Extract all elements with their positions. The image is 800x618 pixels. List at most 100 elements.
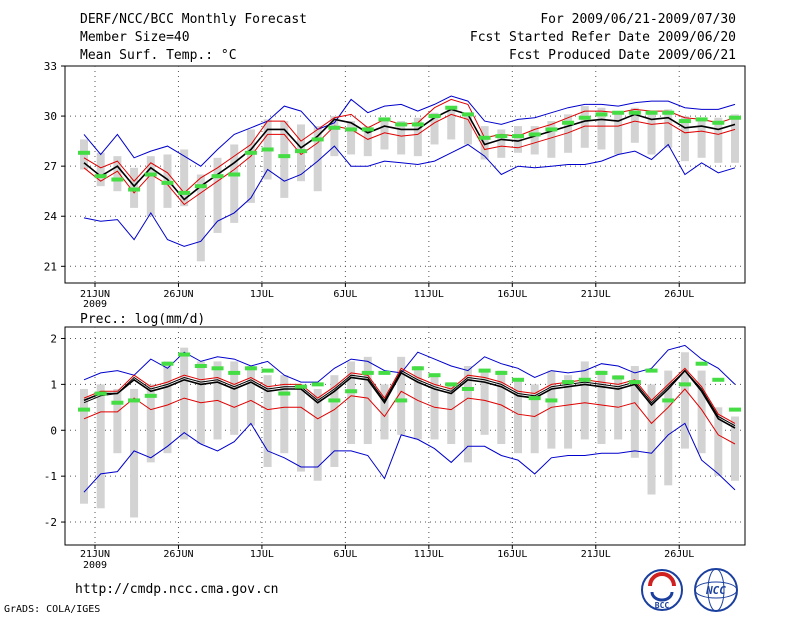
variable-label: Mean Surf. Temp.: °C	[80, 48, 237, 63]
prec-member-bar	[680, 352, 689, 449]
prec-member-bar	[96, 384, 105, 509]
temp-member-bar	[430, 112, 439, 145]
prec-y-tick-label: 1	[50, 378, 57, 391]
prec-observed-marker	[428, 373, 441, 378]
prec-observed-marker	[128, 398, 141, 403]
temp-observed-marker	[428, 114, 441, 119]
prec-member-bar	[564, 375, 573, 449]
prec-observed-marker	[662, 398, 675, 403]
prec-observed-marker	[695, 361, 708, 366]
temp-observed-marker	[378, 117, 391, 122]
temp-member-bar	[96, 152, 105, 187]
temp-observed-marker	[244, 150, 257, 155]
temp-series-lower	[83, 113, 736, 206]
temp-observed-marker	[612, 110, 625, 115]
prec-member-bar	[630, 366, 639, 458]
temp-observed-marker	[111, 177, 124, 182]
temp-x-tick-label: 11JUL	[414, 289, 444, 300]
temp-x-tick-label: 26JUN	[163, 289, 193, 300]
temp-observed-marker	[311, 137, 324, 142]
prec-observed-marker	[678, 382, 691, 387]
prec-observed-marker	[729, 407, 741, 412]
prec-observed-marker	[361, 370, 374, 375]
source-url[interactable]: http://cmdp.ncc.cma.gov.cn	[75, 582, 279, 597]
temp-observed-marker	[545, 127, 558, 132]
prec-member-bar	[80, 388, 88, 504]
prec-series-lower	[83, 388, 736, 445]
temp-member-bar	[714, 117, 723, 163]
prec-member-bar	[580, 361, 589, 440]
temp-observed-marker	[361, 127, 374, 132]
temp-observed-marker	[729, 115, 741, 120]
prec-panel: 21JUN 26JUN 1JUL 6JUL 11JUL 16JUL 21JUL 26JUL20…	[44, 326, 746, 571]
temp-member-bar	[363, 126, 372, 157]
prec-y-tick-label: 2	[50, 332, 57, 345]
prec-member-bar	[397, 356, 406, 435]
temp-panel: 21JUN 26JUN 1JUL 6JUL 11JUL 16JUL 21JUL 26JUL 20…	[44, 60, 746, 310]
prec-member-bar	[246, 366, 255, 426]
prec-observed-marker	[478, 368, 491, 373]
temp-member-bar	[213, 157, 222, 233]
bcc-logo: BCC	[641, 569, 683, 611]
temp-series-upper	[83, 98, 736, 194]
temp-observed-marker	[345, 127, 358, 132]
prec-member-bar	[380, 384, 389, 440]
temp-member-bar	[230, 144, 239, 223]
prec-member-bar	[480, 370, 489, 435]
temp-observed-marker	[78, 150, 90, 155]
prec-observed-marker	[111, 400, 124, 405]
prec-member-bar	[330, 375, 339, 467]
prec-observed-marker	[512, 377, 524, 382]
temp-member-bar	[597, 107, 606, 150]
prec-observed-marker	[578, 377, 591, 382]
prec-member-bar	[597, 370, 606, 445]
temp-x-tick-label: 1JUL	[250, 289, 274, 300]
temp-observed-marker	[328, 125, 341, 130]
temp-member-bar	[530, 126, 539, 155]
temp-member-bar	[697, 119, 706, 158]
temp-member-bar	[614, 111, 623, 155]
prec-member-bar	[113, 388, 122, 454]
temp-member-bar	[647, 111, 656, 155]
prec-series-mean	[83, 369, 736, 429]
temp-observed-marker	[278, 154, 291, 159]
temp-y-tick-label: 33	[44, 60, 57, 73]
prec-y-tick-label: -2	[44, 516, 57, 529]
prec-observed-marker	[244, 366, 257, 371]
fcst-started-date: Fcst Started Refer Date 2009/06/20	[469, 30, 736, 45]
temp-observed-marker	[211, 174, 224, 179]
temp-observed-marker	[395, 122, 408, 127]
logos: BCC NCC	[641, 568, 738, 612]
prec-member-bar	[163, 361, 172, 454]
temp-observed-marker	[478, 135, 491, 140]
prec-observed-marker	[278, 391, 291, 396]
prec-member-bar	[363, 356, 372, 445]
temp-observed-marker	[411, 122, 424, 127]
temp-x-tick-label: 21JUN	[80, 289, 110, 300]
temp-series-max	[83, 95, 736, 167]
prec-observed-marker	[628, 380, 641, 385]
prec-observed-marker	[328, 398, 341, 403]
prec-x-tick-label: 26JUL	[664, 549, 694, 560]
temp-member-bar	[547, 121, 556, 158]
prec-observed-marker	[194, 364, 207, 369]
prec-observed-marker	[461, 386, 474, 391]
prec-x-year-label: 2009	[83, 560, 107, 571]
temp-member-bar	[146, 156, 155, 217]
prec-member-bar	[731, 416, 739, 481]
temp-member-bar	[514, 126, 522, 153]
prec-observed-marker	[345, 389, 358, 394]
prec-y-tick-label: -1	[44, 470, 57, 483]
prec-observed-marker	[94, 391, 107, 396]
temp-observed-marker	[628, 110, 641, 115]
prec-subtitle: Prec.: log(mm/d)	[80, 312, 205, 327]
temp-member-bar	[463, 114, 472, 145]
temp-observed-marker	[678, 119, 691, 124]
temp-observed-marker	[712, 120, 725, 125]
temp-x-tick-label: 26JUL	[664, 289, 694, 300]
ncc-logo-text: NCC	[705, 584, 726, 597]
prec-series-max	[83, 344, 736, 385]
temp-member-bar	[280, 121, 289, 198]
prec-observed-marker	[161, 361, 174, 366]
